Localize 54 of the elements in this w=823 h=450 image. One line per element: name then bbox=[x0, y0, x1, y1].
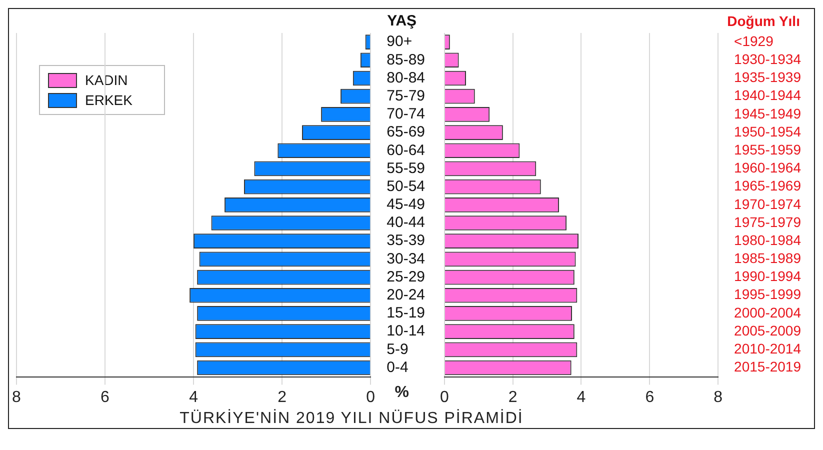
y-tick-label: 5-9 bbox=[386, 340, 408, 358]
y-tick-label: 0-4 bbox=[386, 358, 408, 376]
y-tick-label: 1955-1959 bbox=[734, 141, 802, 158]
y-tick-label: 30-34 bbox=[386, 250, 426, 268]
legend-label: ERKEK bbox=[85, 92, 132, 108]
x-tick-label: 6 bbox=[645, 388, 654, 406]
y-tick-label: 1940-1944 bbox=[734, 87, 802, 104]
x-tick-label: 8 bbox=[12, 388, 21, 406]
y-tick-label: 25-29 bbox=[386, 268, 426, 286]
x-tick-label: 6 bbox=[100, 388, 110, 406]
y-tick-label: <1929 bbox=[734, 32, 774, 49]
x-tick-label: 4 bbox=[576, 388, 586, 406]
y-tick-label: 65-69 bbox=[386, 124, 426, 141]
x-tick-label: 2 bbox=[278, 388, 287, 406]
y-tick-label: 1970-1974 bbox=[734, 196, 802, 212]
y-tick-label: 1985-1989 bbox=[734, 250, 802, 266]
y-tick-label: 1960-1964 bbox=[734, 160, 802, 176]
y-tick-label: 1980-1984 bbox=[734, 232, 802, 248]
y-tick-label: 1975-1979 bbox=[734, 214, 802, 230]
y-tick-label: 2000-2004 bbox=[734, 304, 802, 320]
text: TÜRKİYE'NİN 2019 YILI NÜFUS PİRAMİDİ bbox=[178, 410, 524, 428]
y-tick-label: 20-24 bbox=[386, 286, 426, 304]
y-tick-label: 40-44 bbox=[386, 214, 426, 232]
y-tick-label: 80-84 bbox=[386, 69, 426, 86]
y-tick-label: 1950-1954 bbox=[734, 123, 802, 140]
y-axis-title: YAŞ bbox=[387, 12, 417, 30]
legend-label: KADIN bbox=[85, 72, 128, 88]
y-tick-label: 1990-1994 bbox=[734, 268, 802, 284]
x-tick-label: 0 bbox=[440, 388, 449, 406]
y-tick-label: 1935-1939 bbox=[734, 69, 802, 86]
y-tick-label: 15-19 bbox=[386, 304, 426, 322]
y-tick-label: 85-89 bbox=[386, 51, 426, 68]
y-tick-label: 10-14 bbox=[386, 322, 426, 340]
y-tick-label: 1945-1949 bbox=[734, 105, 802, 122]
x-tick-label: 0 bbox=[366, 388, 376, 406]
x-tick-label: 8 bbox=[714, 388, 723, 406]
y-tick-label: 1930-1934 bbox=[734, 51, 802, 67]
x-tick-label: 2 bbox=[508, 388, 518, 406]
y-axis-title: Doğum Yılı bbox=[727, 12, 800, 29]
y-tick-label: 1995-1999 bbox=[734, 286, 802, 302]
y-tick-label: 75-79 bbox=[386, 87, 426, 104]
y-tick-label: 60-64 bbox=[386, 142, 426, 159]
y-tick-label: 90+ bbox=[386, 33, 412, 50]
y-tick-label: 70-74 bbox=[386, 106, 426, 123]
y-tick-label: 45-49 bbox=[386, 196, 426, 214]
y-tick-label: 2015-2019 bbox=[734, 358, 802, 375]
text: % bbox=[394, 384, 409, 402]
x-tick-label: 4 bbox=[189, 388, 198, 406]
y-tick-label: 2010-2014 bbox=[734, 340, 802, 357]
y-tick-label: 2005-2009 bbox=[734, 322, 802, 338]
y-tick-label: 35-39 bbox=[386, 232, 426, 250]
y-tick-label: 1965-1969 bbox=[734, 178, 802, 194]
y-tick-label: 50-54 bbox=[386, 178, 426, 195]
y-tick-label: 55-59 bbox=[386, 160, 426, 177]
